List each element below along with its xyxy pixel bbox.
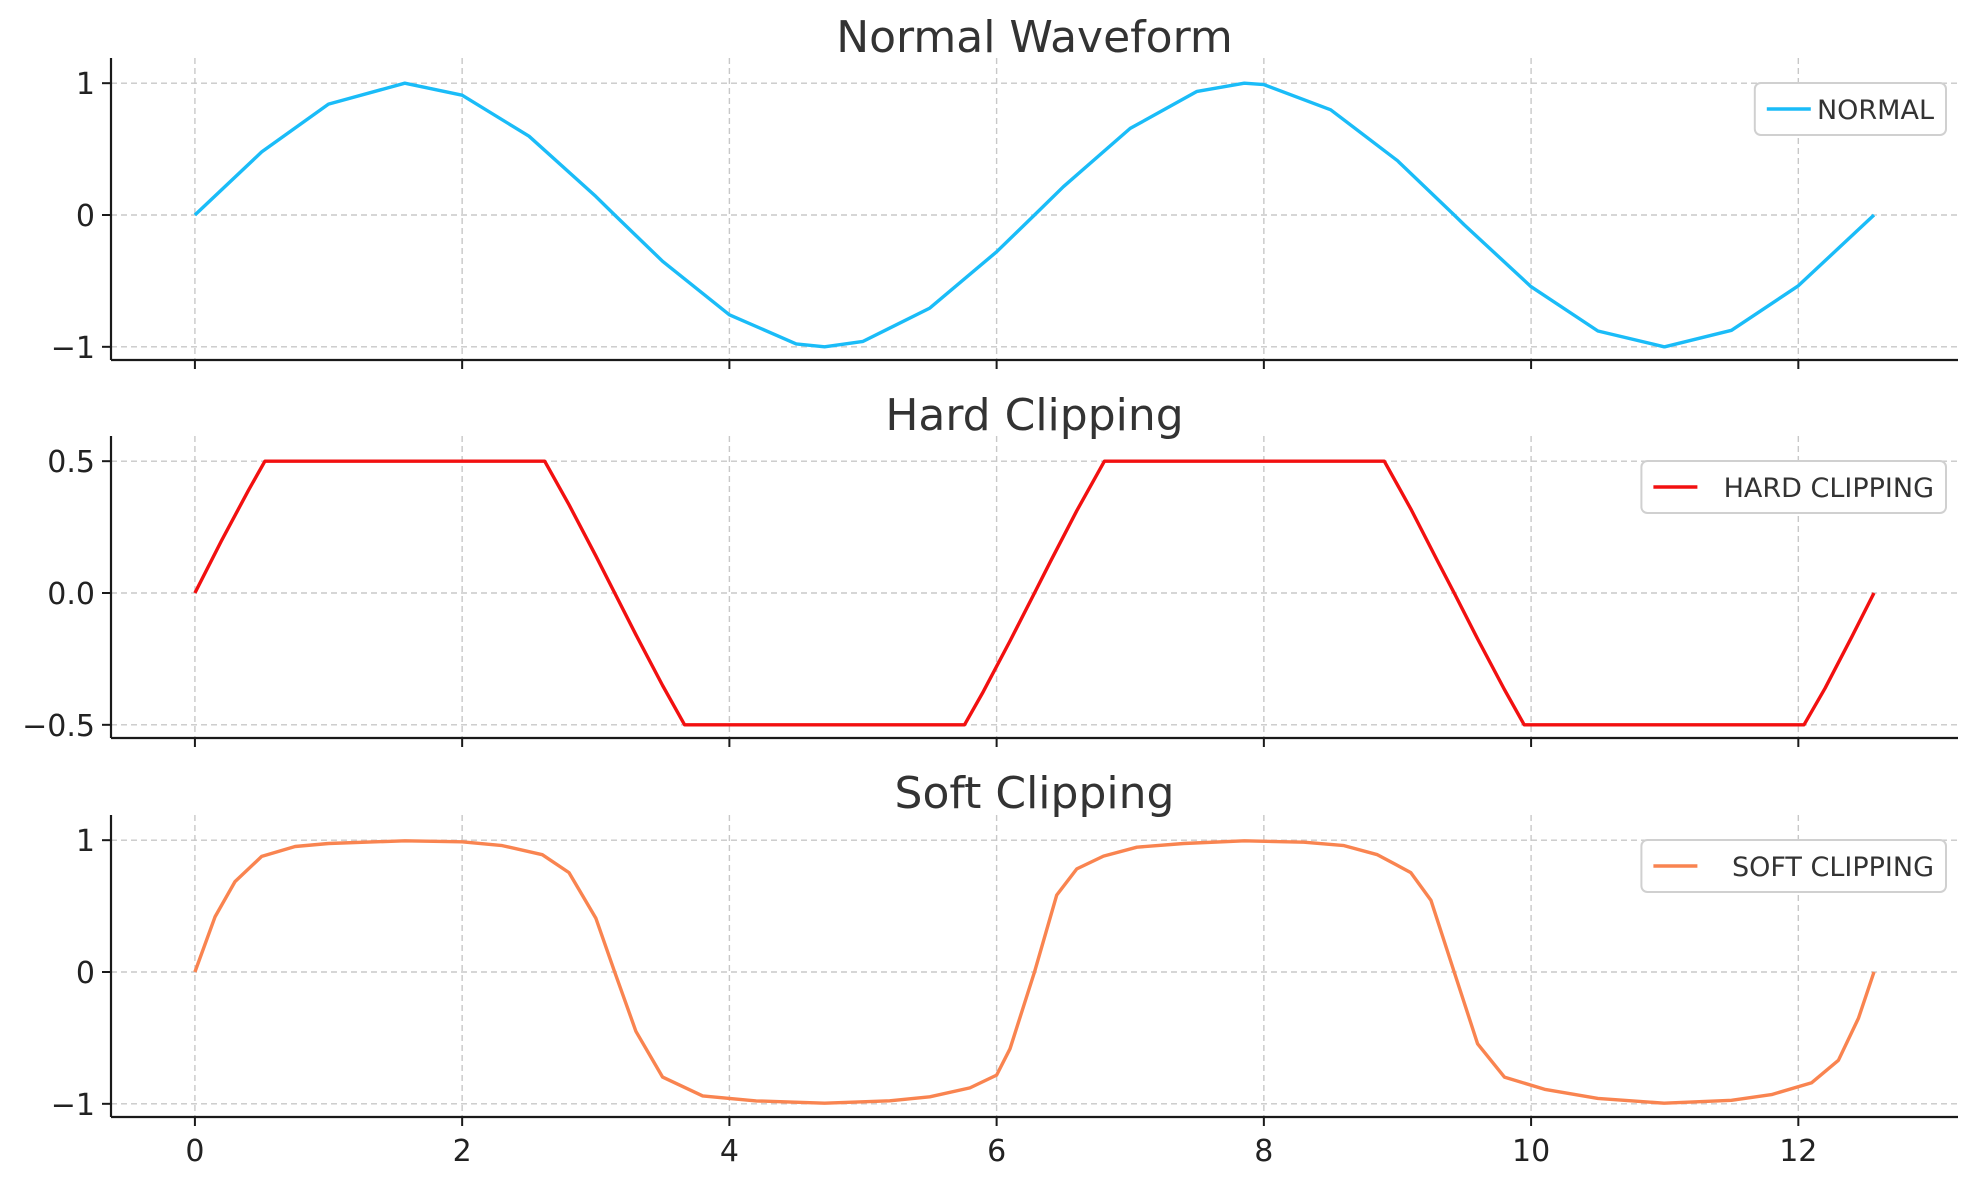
panel-2: Soft Clipping 0 2 4 6 8 10 12 −1 0 1 SOFT CLIPPING xyxy=(51,768,1958,1169)
series-line-soft-clipping xyxy=(193,839,1876,1105)
x-tick-label: 12 xyxy=(1779,1134,1817,1169)
x-tick-label: 2 xyxy=(453,1134,472,1169)
legend: NORMAL xyxy=(1753,82,1948,136)
series-line-hard-clipping xyxy=(193,459,1876,727)
y-tick-label: 0.0 xyxy=(47,577,95,612)
y-tick-label: 0 xyxy=(76,956,95,991)
legend-label: HARD CLIPPING xyxy=(1724,473,1934,504)
legend-box xyxy=(1640,460,1948,514)
y-tick-label: 1 xyxy=(76,67,95,102)
y-tick-label: 0.5 xyxy=(47,445,95,480)
legend-box xyxy=(1753,82,1948,136)
panel-0: Normal Waveform −1 0 1 NORMAL xyxy=(51,12,1958,369)
y-tick-label: −1 xyxy=(51,1088,95,1123)
panel-1: Hard Clipping −0.5 0.0 0.5 HARD CLIPPING xyxy=(22,390,1958,747)
legend-label: NORMAL xyxy=(1817,95,1934,126)
x-tick-label: 6 xyxy=(987,1134,1006,1169)
chart-title: Hard Clipping xyxy=(885,390,1183,441)
chart-title: Soft Clipping xyxy=(895,768,1175,819)
x-tick-label: 0 xyxy=(185,1134,204,1169)
x-tick-label: 4 xyxy=(720,1134,739,1169)
chart-title: Normal Waveform xyxy=(836,12,1233,63)
x-tick-label: 8 xyxy=(1254,1134,1273,1169)
x-tick-label: 10 xyxy=(1512,1134,1550,1169)
y-tick-label: −0.5 xyxy=(22,709,95,744)
legend: SOFT CLIPPING xyxy=(1640,839,1948,893)
y-tick-label: 1 xyxy=(76,824,95,859)
legend: HARD CLIPPING xyxy=(1640,460,1948,514)
y-tick-label: −1 xyxy=(51,331,95,366)
y-tick-label: 0 xyxy=(76,199,95,234)
legend-box xyxy=(1640,839,1948,893)
series-line-normal xyxy=(193,81,1876,349)
legend-label: SOFT CLIPPING xyxy=(1732,852,1934,883)
